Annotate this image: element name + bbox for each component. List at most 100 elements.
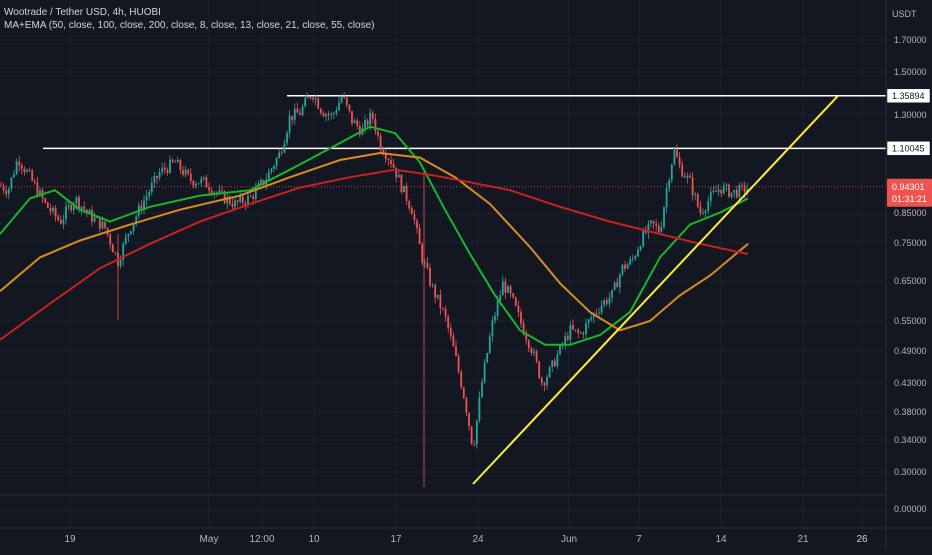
candle [304,94,307,108]
candle-body [91,210,93,222]
candle [574,329,577,332]
candle [413,210,416,225]
candle [189,168,192,185]
candle-body [85,209,88,213]
candle [709,186,712,207]
candle [361,123,364,136]
candle [631,254,634,263]
candle-body [335,110,338,114]
candle-body [20,165,23,169]
candle [228,194,231,206]
candle [556,350,559,369]
candle [665,182,668,214]
candle [280,149,283,156]
candle-body [548,366,551,378]
candle-body [670,164,673,181]
candle-body [317,98,320,109]
candle-body [10,177,13,189]
candle-body [546,377,548,386]
candle-body [403,185,405,193]
candle-body [683,176,686,178]
candle [457,353,460,375]
candle-body [332,113,335,115]
candle [553,357,556,367]
candle [613,281,616,291]
candle-body [135,216,138,224]
candle-body [418,228,421,244]
candle [462,386,465,400]
candle-body [78,197,80,210]
candle [330,111,333,120]
candle [587,318,590,329]
candle [226,193,229,210]
candle [494,311,496,325]
candle [564,331,567,349]
candle-body [291,115,294,120]
candle-body [626,264,629,269]
x-tick-label: 26 [856,534,868,545]
candle-body [634,256,637,259]
candle-body [673,149,676,165]
y-tick-label: 0.75000 [894,238,927,248]
candle-body [7,188,10,195]
candle-body [639,246,642,250]
candle [283,139,286,154]
candle-body [80,206,83,210]
candle [647,220,650,239]
candle-body [239,196,242,202]
candle-body [127,233,130,237]
candle [691,171,694,201]
candle [725,183,728,192]
candle-body [517,305,520,312]
candle [696,192,699,208]
candle [501,275,504,296]
candle-body [579,332,582,334]
candle [10,176,13,192]
candle-body [533,351,535,354]
candle-body [707,201,710,211]
candle [327,110,330,121]
candle-body [421,243,424,263]
candle-body [33,180,36,183]
candle-body [442,308,444,310]
candle [343,92,346,99]
candle [418,223,421,245]
candle [717,183,720,196]
candle [387,157,390,166]
candle [130,230,132,236]
candle-body [96,217,99,219]
candle-body [702,212,704,214]
candle [486,352,489,364]
candle-body [254,188,257,199]
candle-body [39,190,41,196]
candle-body [416,220,418,229]
candle-body [691,177,694,196]
candle-body [730,192,733,197]
candle [353,118,356,124]
x-tick-label: 26 [856,534,868,545]
candle-body [566,336,569,340]
candle-body [572,325,574,330]
candle [488,332,491,355]
candle-body [309,96,312,98]
candle-body [494,315,496,321]
candle [70,203,73,213]
candle [577,327,580,339]
candle [325,112,327,122]
candle-body [486,353,489,363]
last-price-countdown: 01:31:21 [892,194,927,204]
candle-body [314,98,317,100]
candle-body [49,207,52,212]
candle [431,282,434,288]
candle [317,96,320,110]
ma-line [0,151,749,332]
candle [332,111,335,119]
candle-body [603,300,606,306]
candle [88,208,91,213]
candle [7,186,10,200]
candle [616,277,619,288]
candle [176,156,179,163]
candle-body [241,196,244,204]
